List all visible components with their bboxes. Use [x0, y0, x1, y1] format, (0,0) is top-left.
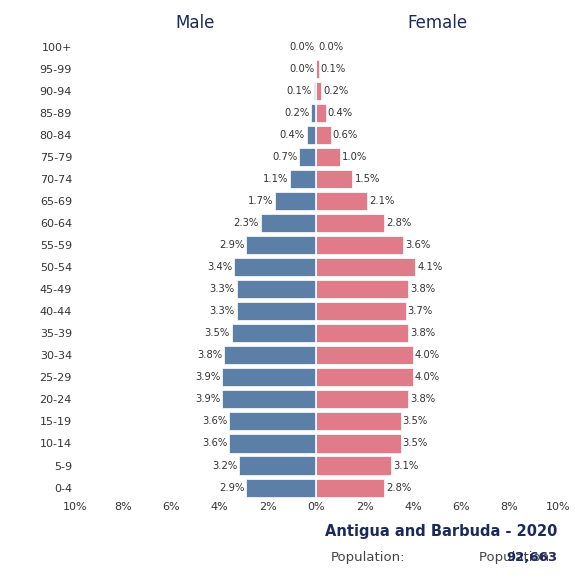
Text: 0.7%: 0.7%: [272, 152, 297, 162]
Text: 3.3%: 3.3%: [209, 284, 235, 295]
Text: Antigua and Barbuda - 2020: Antigua and Barbuda - 2020: [325, 524, 558, 539]
Bar: [316, 60, 319, 78]
Text: 4.1%: 4.1%: [417, 262, 442, 272]
Bar: [275, 192, 316, 210]
Bar: [239, 457, 316, 475]
Text: Population:: Population:: [331, 551, 405, 564]
Text: PopulationPyramid.net: PopulationPyramid.net: [34, 550, 196, 563]
Text: 3.8%: 3.8%: [410, 284, 435, 295]
Text: 3.6%: 3.6%: [202, 439, 227, 449]
Bar: [229, 435, 316, 453]
Bar: [236, 280, 316, 298]
Text: 92,663: 92,663: [507, 551, 558, 564]
Text: 2.1%: 2.1%: [369, 196, 394, 206]
Bar: [236, 302, 316, 320]
Text: 3.6%: 3.6%: [202, 417, 227, 426]
Bar: [222, 368, 316, 386]
Text: 1.0%: 1.0%: [342, 152, 367, 162]
Text: Population:: Population:: [479, 551, 558, 564]
Bar: [260, 214, 316, 232]
Bar: [316, 236, 403, 254]
Text: 3.7%: 3.7%: [408, 306, 433, 316]
Text: 0.2%: 0.2%: [323, 86, 348, 96]
Text: 2.9%: 2.9%: [219, 483, 244, 493]
Text: 3.9%: 3.9%: [195, 372, 220, 382]
Text: 3.2%: 3.2%: [212, 461, 237, 471]
Text: 0.1%: 0.1%: [321, 64, 346, 74]
Text: 1.1%: 1.1%: [262, 174, 288, 184]
Bar: [316, 258, 415, 277]
Bar: [312, 104, 316, 122]
Text: 1.5%: 1.5%: [354, 174, 380, 184]
Bar: [229, 413, 316, 431]
Text: 0.4%: 0.4%: [279, 130, 305, 140]
Text: 3.3%: 3.3%: [209, 306, 235, 316]
Text: 3.1%: 3.1%: [393, 461, 418, 471]
Bar: [314, 82, 316, 100]
Bar: [316, 390, 408, 408]
Text: 0.1%: 0.1%: [287, 86, 312, 96]
Text: 2.9%: 2.9%: [219, 240, 244, 250]
Text: 2.3%: 2.3%: [233, 218, 259, 228]
Text: 0.2%: 0.2%: [284, 108, 309, 118]
Bar: [224, 346, 316, 364]
Text: 3.4%: 3.4%: [207, 262, 232, 272]
Text: 3.5%: 3.5%: [205, 328, 230, 338]
Bar: [316, 214, 384, 232]
Bar: [316, 126, 331, 144]
Bar: [316, 170, 352, 188]
Bar: [234, 258, 316, 277]
Bar: [316, 368, 413, 386]
Bar: [290, 170, 316, 188]
Bar: [316, 280, 408, 298]
Text: 0.4%: 0.4%: [328, 108, 353, 118]
Bar: [306, 126, 316, 144]
Text: Male: Male: [176, 13, 215, 31]
Bar: [316, 457, 391, 475]
Bar: [300, 148, 316, 166]
Bar: [246, 236, 316, 254]
Text: 4.0%: 4.0%: [415, 350, 440, 360]
Bar: [316, 324, 408, 342]
Bar: [316, 82, 321, 100]
Text: 3.8%: 3.8%: [410, 328, 435, 338]
Text: 3.5%: 3.5%: [402, 439, 428, 449]
Text: 3.8%: 3.8%: [197, 350, 223, 360]
Text: 0.0%: 0.0%: [289, 64, 315, 74]
Bar: [316, 104, 326, 122]
Text: 1.7%: 1.7%: [248, 196, 273, 206]
Bar: [316, 435, 401, 453]
Text: 3.6%: 3.6%: [405, 240, 430, 250]
Bar: [316, 148, 340, 166]
Text: 4.0%: 4.0%: [415, 372, 440, 382]
Text: 2.8%: 2.8%: [386, 218, 411, 228]
Bar: [316, 346, 413, 364]
Text: 3.9%: 3.9%: [195, 394, 220, 404]
Bar: [316, 479, 384, 497]
Text: 3.8%: 3.8%: [410, 394, 435, 404]
Text: 0.0%: 0.0%: [318, 42, 343, 52]
Bar: [316, 192, 367, 210]
Bar: [316, 302, 405, 320]
Bar: [222, 390, 316, 408]
Bar: [232, 324, 316, 342]
Text: 3.5%: 3.5%: [402, 417, 428, 426]
Text: 0.0%: 0.0%: [289, 42, 315, 52]
Bar: [316, 413, 401, 431]
Bar: [246, 479, 316, 497]
Text: Female: Female: [407, 13, 467, 31]
Text: 0.6%: 0.6%: [333, 130, 358, 140]
Text: 2.8%: 2.8%: [386, 483, 411, 493]
